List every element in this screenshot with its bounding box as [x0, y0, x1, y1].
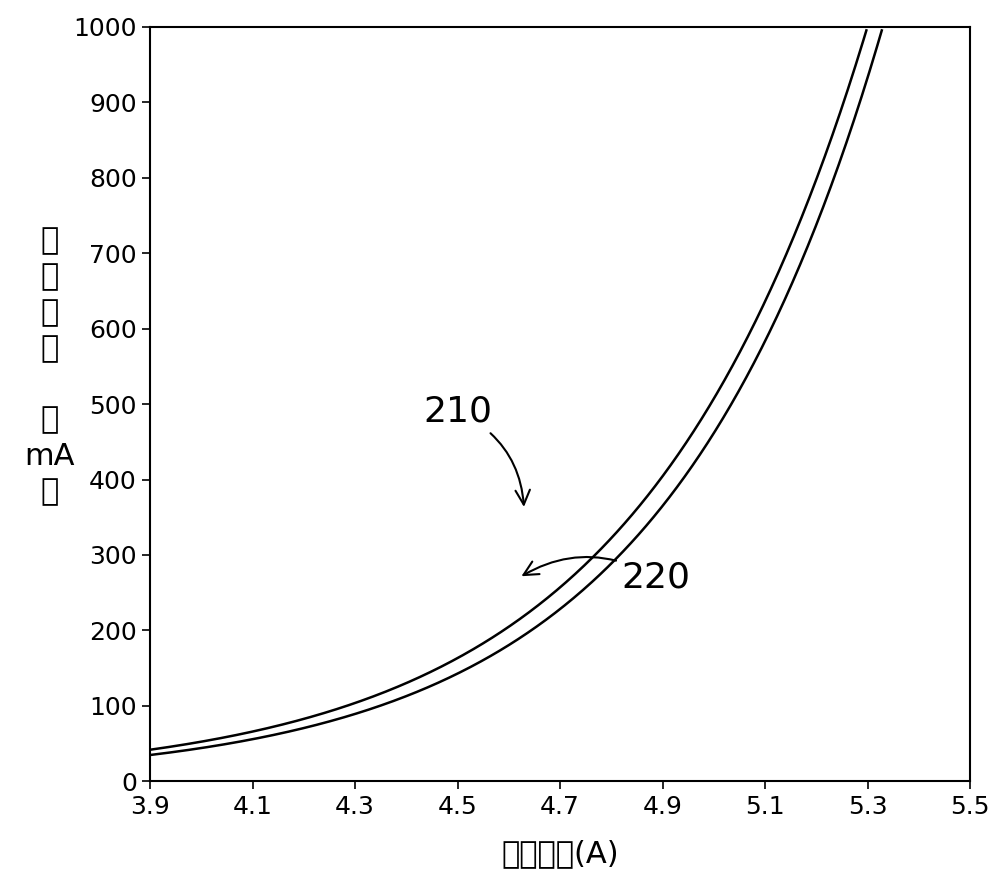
Text: 210: 210: [423, 394, 530, 504]
X-axis label: 灯丝电流(A): 灯丝电流(A): [501, 839, 619, 868]
Text: 球
管
电
流

（
mA
）: 球 管 电 流 （ mA ）: [25, 226, 75, 506]
Text: 220: 220: [523, 557, 690, 595]
